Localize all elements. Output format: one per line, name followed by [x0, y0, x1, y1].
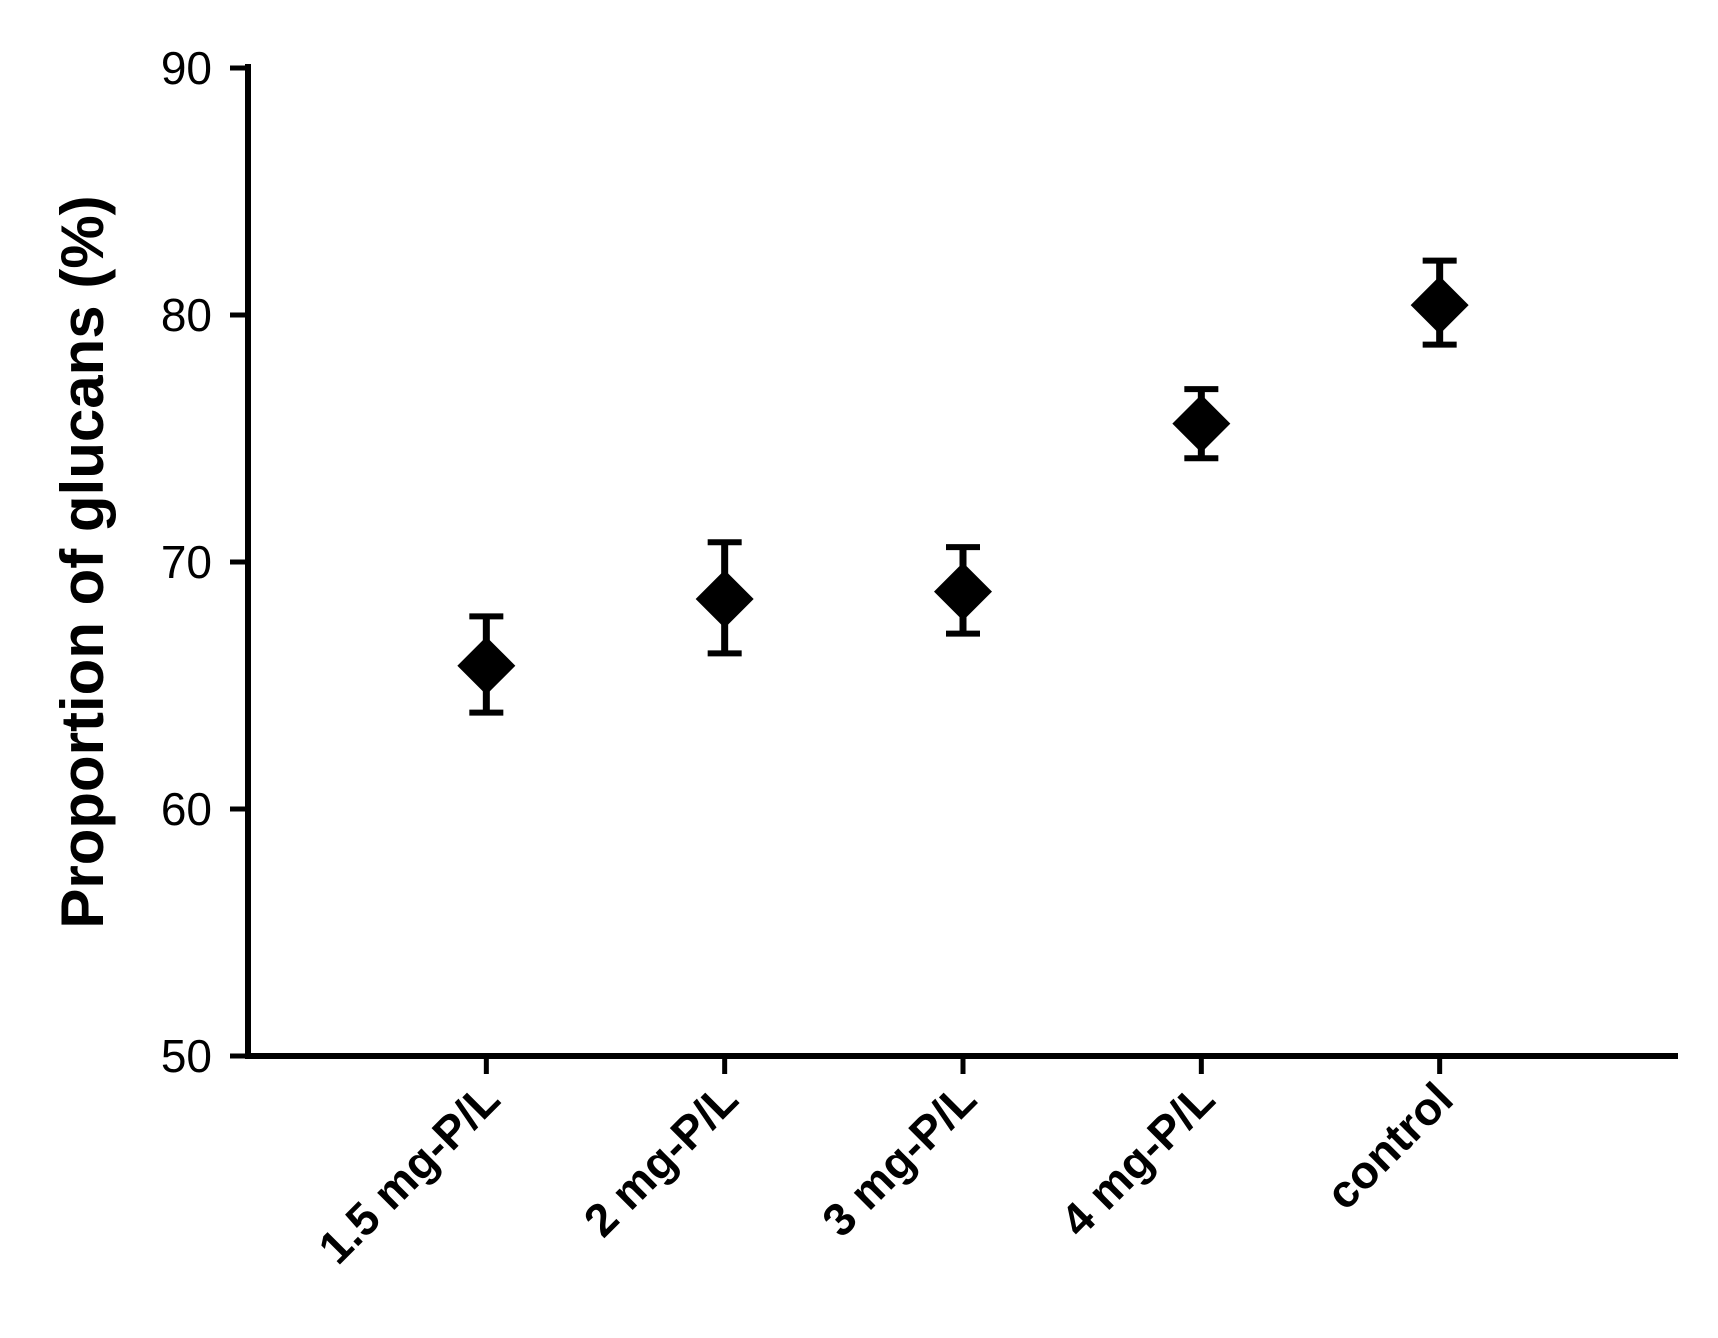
y-tick-label: 60 [161, 783, 212, 835]
y-tick-label: 50 [161, 1030, 212, 1082]
y-tick-label: 90 [161, 42, 212, 94]
diamond-marker [695, 570, 754, 629]
data-point [695, 539, 754, 657]
data-point [1172, 386, 1231, 462]
x-tick-label: 1.5 mg-P/L [308, 1072, 509, 1273]
x-tick-label: control [1316, 1072, 1463, 1219]
y-tick-label: 80 [161, 289, 212, 341]
y-tick-label: 70 [161, 536, 212, 588]
diamond-marker [457, 636, 516, 695]
x-tick-label: 4 mg-P/L [1050, 1072, 1224, 1246]
axes-layer: 90 80 70 60 50 1.5 mg-P/L 2 mg-P/L 3 mg-P/L 4 mg… [161, 42, 1678, 1274]
diamond-marker [1410, 276, 1469, 335]
diamond-marker [1172, 394, 1231, 453]
data-point [1410, 257, 1469, 348]
x-tick-label: 3 mg-P/L [812, 1072, 986, 1246]
y-axis-title: Proportion of glucans (%) [49, 195, 116, 928]
diamond-marker [934, 562, 992, 621]
x-tick-label: 2 mg-P/L [574, 1072, 748, 1246]
data-point [457, 613, 516, 716]
data-point [934, 544, 992, 637]
data-points-layer [457, 257, 1469, 716]
